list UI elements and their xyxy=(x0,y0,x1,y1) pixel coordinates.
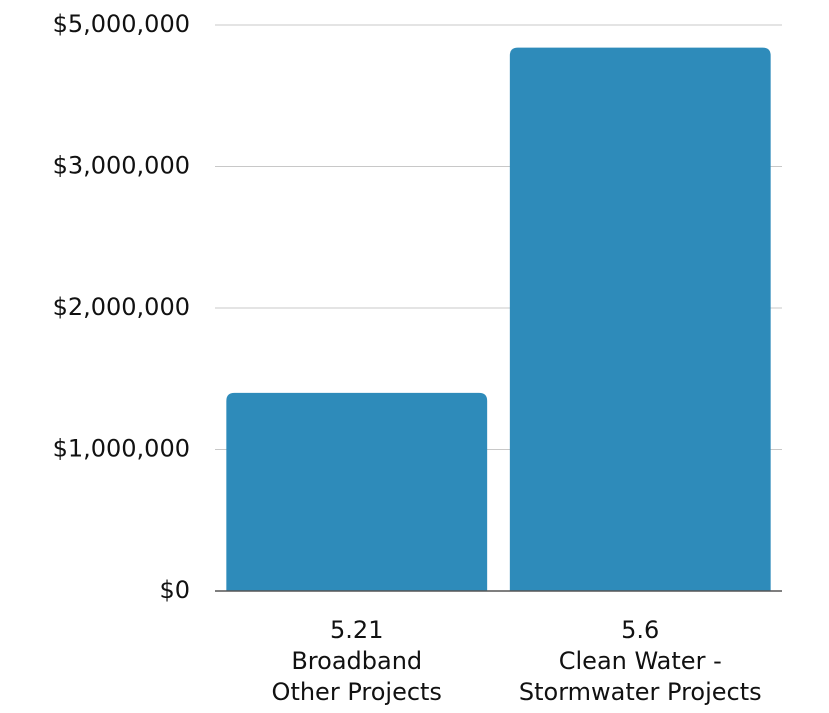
y-tick-label: $5,000,000 xyxy=(53,10,190,38)
bar xyxy=(226,392,488,591)
y-tick-label: $0 xyxy=(159,576,190,604)
x-tick-label: 5.6 xyxy=(621,616,659,644)
x-tick-label: Other Projects xyxy=(272,678,442,706)
x-tick-label: Stormwater Projects xyxy=(519,678,762,706)
x-tick-label: Clean Water - xyxy=(559,647,722,675)
y-tick-label: $1,000,000 xyxy=(53,435,190,463)
x-tick-label: Broadband xyxy=(291,647,422,675)
y-tick-label: $3,000,000 xyxy=(53,152,190,180)
bar xyxy=(509,47,771,591)
x-tick-label: 5.21 xyxy=(330,616,383,644)
y-tick-label: $2,000,000 xyxy=(53,293,190,321)
